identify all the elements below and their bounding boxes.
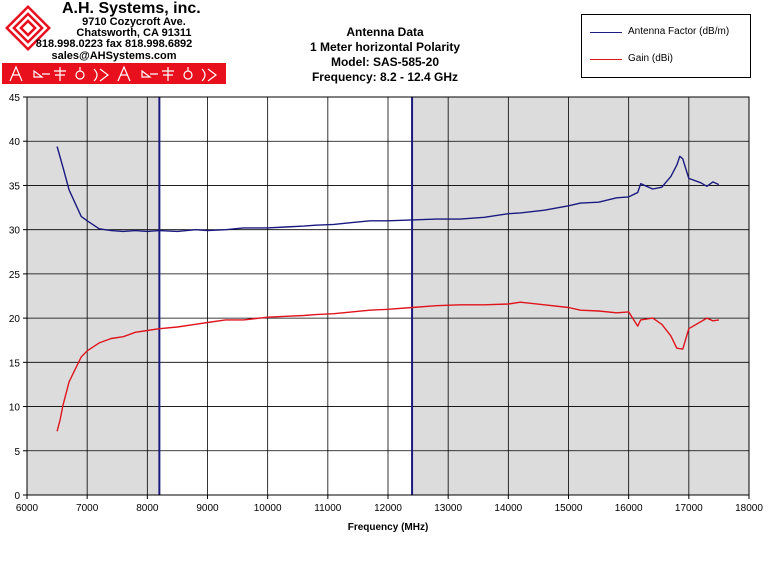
- tick-label-x: 6000: [16, 503, 39, 514]
- antenna-icons: [9, 65, 217, 82]
- tick-label-y: 20: [9, 314, 21, 325]
- legend-swatch-antenna-factor: [590, 32, 622, 33]
- tick-label-x: 17000: [675, 503, 703, 514]
- legend-label-gain: Gain (dBi): [628, 53, 674, 64]
- tick-label-x: 13000: [434, 503, 462, 514]
- chart-legend: Antenna Factor (dB/m) Gain (dBi): [581, 14, 751, 78]
- series-line-antenna-factor: [56, 146, 720, 233]
- antenna-icons-strip: [2, 63, 226, 84]
- company-address-street: 9710 Cozycroft Ave.: [82, 16, 186, 28]
- legend-label-antenna-factor: Antenna Factor (dB/m): [628, 26, 730, 37]
- tick-label-x: 14000: [494, 503, 522, 514]
- tick-label-y: 35: [9, 181, 21, 192]
- tick-label-x: 9000: [196, 503, 219, 514]
- company-address-city: Chatsworth, CA 91311: [76, 27, 192, 39]
- company-name: A.H. Systems, inc.: [62, 0, 201, 17]
- tick-label-x: 15000: [555, 503, 583, 514]
- company-phone: 818.998.0223 fax 818.998.6892: [35, 38, 193, 50]
- tick-label-y: 5: [14, 447, 20, 458]
- legend-swatch-gain: [590, 59, 622, 60]
- tick-label-x: 16000: [615, 503, 643, 514]
- tick-label-y: 45: [9, 93, 21, 104]
- chart-title-block: Antenna Data 1 Meter horizontal Polarity…: [250, 25, 520, 85]
- tick-label-y: 15: [9, 358, 21, 369]
- shaded-band-0: [27, 97, 160, 495]
- company-logo-icon: [5, 5, 51, 51]
- tick-label-x: 18000: [735, 503, 763, 514]
- tick-label-x: 11000: [314, 503, 342, 514]
- tick-label-y: 10: [9, 403, 21, 414]
- chart-title-line-3: Model: SAS-585-20: [330, 55, 440, 69]
- tick-label-x: 10000: [254, 503, 282, 514]
- tick-label-x: 7000: [76, 503, 99, 514]
- chart-title-line-1: Antenna Data: [346, 25, 424, 39]
- shaded-band-1: [412, 97, 749, 495]
- series-line-gain: [56, 301, 720, 432]
- chart-title-line-4: Frequency: 8.2 - 12.4 GHz: [311, 70, 459, 84]
- chart-title-line-2: 1 Meter horizontal Polarity: [309, 40, 461, 54]
- tick-label-y: 0: [14, 491, 20, 502]
- plot-frame: [26, 96, 750, 496]
- company-logo-block: A.H. Systems, inc. 9710 Cozycroft Ave. C…: [0, 0, 228, 86]
- x-axis-label: Frequency (MHz): [348, 522, 429, 533]
- tick-label-y: 25: [9, 270, 21, 281]
- tick-label-y: 40: [9, 137, 21, 148]
- tick-label-y: 30: [9, 226, 21, 237]
- tick-label-x: 12000: [374, 503, 402, 514]
- tick-label-x: 8000: [136, 503, 159, 514]
